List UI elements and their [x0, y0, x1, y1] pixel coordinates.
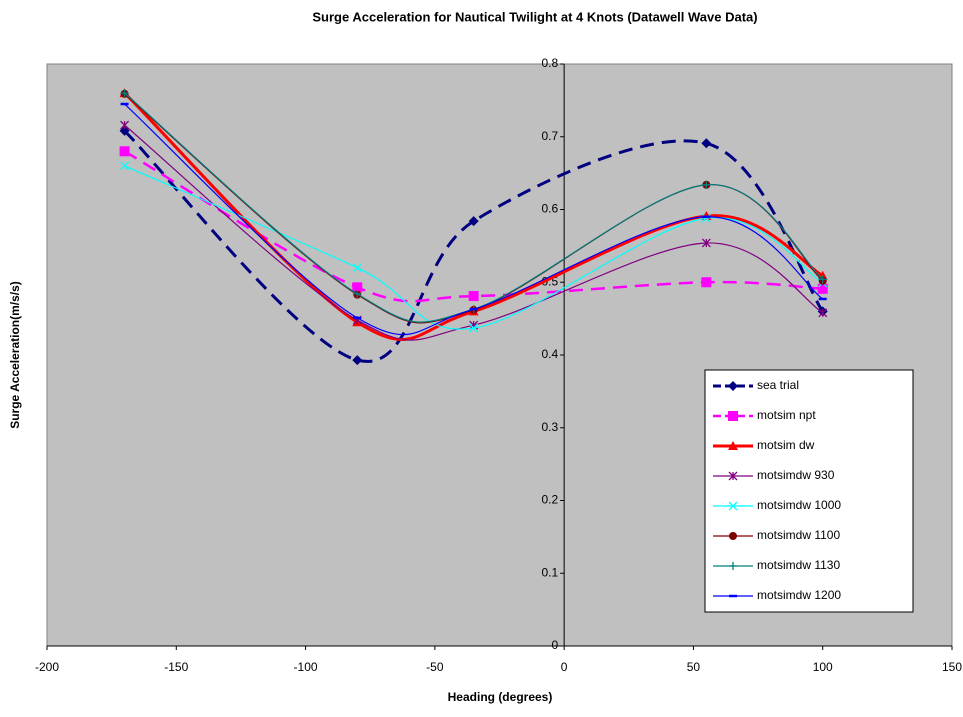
legend: [704, 369, 914, 613]
marker: [728, 471, 738, 481]
marker: [728, 501, 738, 511]
y-tick-label: 0.6: [541, 202, 558, 216]
legend-label: motsimdw 1000: [757, 498, 841, 512]
series-line: [123, 150, 823, 303]
marker: [817, 283, 828, 294]
legend-label: motsim npt: [757, 408, 816, 422]
series-line: [123, 92, 824, 341]
x-tick-label: 150: [942, 660, 962, 674]
x-tick-label: 100: [813, 660, 833, 674]
marker: [818, 308, 828, 318]
marker: [729, 532, 737, 540]
y-tick-label: 0.1: [541, 565, 558, 579]
x-tick-label: -50: [426, 660, 444, 674]
series-line: [123, 129, 824, 363]
marker: [701, 238, 711, 248]
x-tick-label: -200: [35, 660, 59, 674]
marker: [728, 411, 738, 421]
marker: [120, 89, 129, 98]
marker: [352, 282, 363, 293]
x-tick-label: 0: [561, 660, 568, 674]
y-tick-label: 0.7: [541, 129, 558, 143]
legend-label: sea trial: [757, 378, 799, 392]
y-tick-label: 0.8: [541, 56, 558, 70]
y-tick-label: 0.2: [541, 493, 558, 507]
chart-title: Surge Acceleration for Nautical Twilight…: [312, 9, 757, 24]
marker: [469, 323, 479, 333]
marker: [818, 275, 827, 284]
y-tick-label: 0.3: [541, 420, 558, 434]
legend-label: motsimdw 1200: [757, 588, 841, 602]
marker: [729, 562, 737, 570]
marker: [468, 216, 479, 227]
marker: [119, 125, 130, 136]
y-tick-label: 0.4: [541, 347, 558, 361]
marker: [120, 120, 130, 130]
marker: [353, 289, 362, 298]
marker: [468, 291, 479, 302]
y-tick-label: 0: [551, 638, 558, 652]
marker: [120, 161, 130, 171]
marker: [728, 381, 738, 391]
marker: [352, 263, 362, 273]
x-tick-label: 50: [687, 660, 701, 674]
marker: [119, 146, 130, 157]
marker: [728, 441, 738, 450]
legend-label: motsim dw: [757, 438, 815, 452]
y-axis-title: Surge Acceleration(m/s/s): [8, 281, 22, 429]
legend-label: motsimdw 1130: [757, 558, 840, 572]
x-tick-label: -100: [294, 660, 318, 674]
legend-label: motsimdw 930: [757, 468, 835, 482]
marker: [352, 355, 363, 366]
marker: [701, 138, 712, 149]
legend-label: motsimdw 1100: [757, 528, 840, 542]
marker: [702, 180, 711, 189]
marker: [701, 277, 712, 288]
x-axis-title: Heading (degrees): [448, 690, 553, 704]
x-tick-label: -150: [164, 660, 188, 674]
